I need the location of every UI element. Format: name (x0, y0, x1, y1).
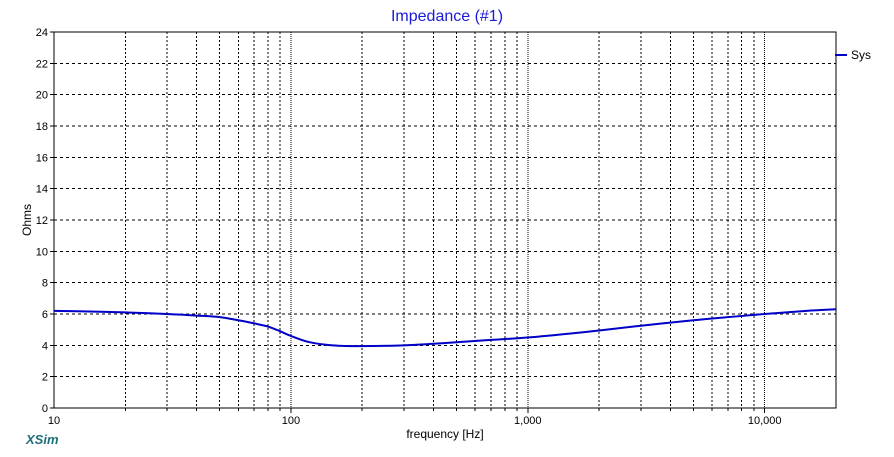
y-tick-label: 8 (42, 278, 48, 290)
y-tick-label: 24 (36, 27, 48, 39)
y-tick-label: 22 (36, 58, 48, 70)
y-tick-label: 16 (36, 152, 48, 164)
legend[interactable]: Sys (835, 47, 871, 63)
y-axis-label: Ohms (20, 203, 34, 237)
series-line-sys (53, 308, 837, 348)
y-tick-label: 4 (42, 340, 48, 352)
legend-swatch-sys (835, 54, 847, 56)
chart-title: Impedance (#1) (390, 8, 504, 25)
y-tick-label: 12 (36, 215, 48, 227)
x-tick-label: 1,000 (514, 415, 542, 427)
y-tick-label: 20 (36, 90, 48, 102)
y-tick-label: 10 (36, 246, 48, 258)
y-tick-label: 2 (42, 372, 48, 384)
y-tick-label: 0 (42, 403, 48, 415)
x-tick-label: 10,000 (748, 415, 782, 427)
x-tick-label: 100 (282, 415, 300, 427)
x-axis-label: frequency [Hz] (406, 427, 484, 441)
y-tick-label: 18 (36, 121, 48, 133)
xsim-logo: XSim (26, 432, 59, 447)
x-tick-label: 10 (48, 415, 60, 427)
y-tick-label: 14 (36, 184, 48, 196)
plot-frame (53, 31, 837, 409)
legend-label-sys: Sys (851, 48, 872, 62)
y-tick-label: 6 (42, 309, 48, 321)
